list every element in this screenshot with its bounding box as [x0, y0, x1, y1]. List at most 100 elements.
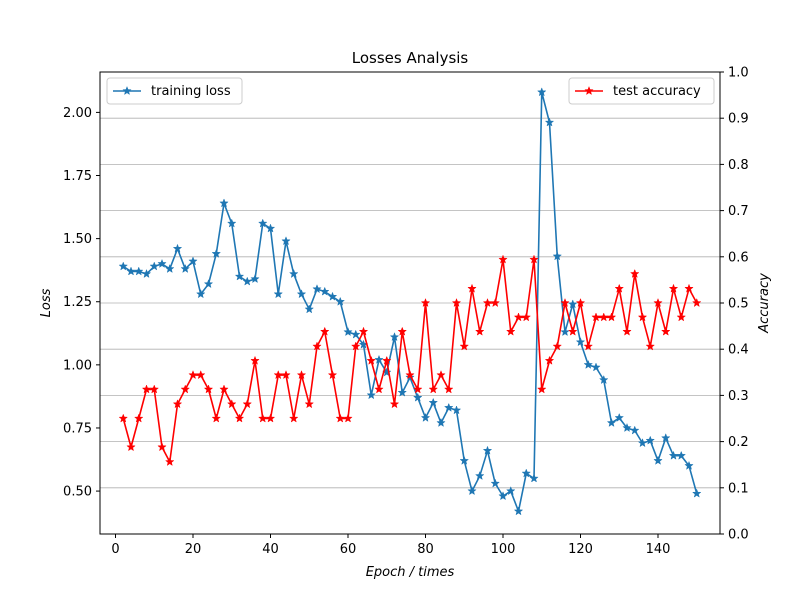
data-point-test-accuracy	[583, 341, 594, 351]
data-point-test-accuracy	[629, 268, 640, 278]
y-left-tick-label: 1.75	[63, 169, 92, 184]
data-point-test-accuracy	[614, 283, 625, 293]
data-point-training-loss	[412, 392, 423, 402]
chart-title: Losses Analysis	[352, 49, 469, 67]
data-point-training-loss	[304, 304, 315, 314]
data-point-test-accuracy	[622, 326, 632, 336]
data-point-test-accuracy	[575, 297, 586, 308]
grid-layer	[100, 71, 720, 535]
data-point-test-accuracy	[420, 297, 431, 308]
data-point-test-accuracy	[684, 283, 694, 293]
data-point-test-accuracy	[180, 384, 191, 394]
data-point-training-loss	[242, 276, 253, 286]
data-point-test-accuracy	[149, 384, 160, 394]
legend-label-training-loss: training loss	[151, 84, 231, 99]
data-point-training-loss	[288, 268, 299, 279]
data-point-training-loss	[436, 417, 446, 427]
x-tick-label: 140	[646, 542, 671, 557]
data-point-test-accuracy	[172, 399, 183, 409]
y-right-tick-label: 0.5	[728, 297, 749, 312]
y-right-tick-label: 0.0	[728, 528, 749, 543]
data-point-training-loss	[180, 263, 191, 273]
data-point-test-accuracy	[211, 413, 222, 423]
data-point-test-accuracy	[405, 370, 415, 380]
y-right-tick-label: 0.9	[728, 112, 749, 127]
data-point-training-loss	[164, 263, 175, 273]
data-point-test-accuracy	[296, 370, 307, 380]
data-point-test-accuracy	[304, 399, 315, 409]
data-point-training-loss	[622, 422, 632, 433]
y-right-tick-label: 0.8	[728, 158, 749, 173]
data-point-training-loss	[653, 455, 663, 465]
data-point-training-loss	[343, 327, 353, 337]
legend-test-accuracy: test accuracy	[568, 77, 715, 105]
data-point-training-loss	[575, 337, 586, 347]
legend-marker-training-loss	[122, 85, 132, 96]
data-point-test-accuracy	[366, 355, 377, 365]
data-point-training-loss	[428, 397, 439, 407]
data-point-training-loss	[273, 289, 284, 299]
data-point-test-accuracy	[381, 355, 392, 365]
y-right-tick-label: 0.2	[728, 435, 749, 450]
data-point-training-loss	[598, 374, 609, 385]
legend-marker-test-accuracy	[584, 85, 594, 96]
data-point-test-accuracy	[567, 326, 578, 336]
data-point-training-loss	[389, 332, 400, 342]
data-point-training-loss	[614, 412, 625, 422]
data-point-training-loss	[591, 362, 601, 372]
data-point-test-accuracy	[544, 355, 555, 365]
y-right-tick-label: 0.3	[728, 389, 749, 404]
data-point-test-accuracy	[312, 341, 322, 351]
data-point-training-loss	[226, 218, 237, 228]
data-point-training-loss	[451, 405, 462, 415]
data-point-test-accuracy	[691, 297, 702, 308]
data-point-test-accuracy	[552, 341, 563, 351]
data-point-test-accuracy	[319, 326, 330, 336]
series-line-training-loss	[122, 91, 698, 513]
data-point-training-loss	[250, 274, 260, 284]
x-axis-title: Epoch / times	[366, 565, 455, 580]
data-point-training-loss	[234, 271, 245, 281]
data-point-test-accuracy	[350, 341, 361, 351]
data-point-test-accuracy	[598, 312, 609, 322]
data-point-training-loss	[660, 433, 671, 443]
x-tick-label: 60	[340, 542, 357, 557]
y-right-tick-label: 0.7	[728, 204, 749, 219]
x-tick-label: 0	[111, 542, 119, 557]
data-point-test-accuracy	[157, 442, 167, 452]
data-point-training-loss	[443, 402, 454, 412]
y-left-tick-label: 1.50	[63, 232, 92, 247]
data-point-training-loss	[172, 243, 183, 253]
x-tick-label: 80	[417, 542, 434, 557]
data-point-test-accuracy	[637, 312, 648, 322]
data-point-training-loss	[374, 354, 384, 364]
data-point-test-accuracy	[645, 341, 656, 351]
data-point-test-accuracy	[560, 297, 570, 308]
data-point-training-loss	[195, 289, 206, 299]
data-point-test-accuracy	[591, 312, 601, 322]
data-point-test-accuracy	[257, 413, 268, 423]
data-point-training-loss	[567, 299, 578, 309]
data-point-test-accuracy	[141, 384, 152, 394]
data-point-test-accuracy	[490, 297, 501, 308]
data-point-test-accuracy	[219, 384, 229, 394]
data-point-test-accuracy	[606, 312, 617, 322]
data-point-training-loss	[583, 359, 594, 369]
x-tick-label: 100	[491, 542, 516, 557]
legend-star-training-loss	[122, 85, 132, 96]
data-point-test-accuracy	[226, 399, 237, 409]
x-tick-label: 40	[262, 542, 279, 557]
data-point-training-loss	[335, 296, 346, 306]
y-axis-left-title: Loss	[39, 288, 54, 317]
data-point-test-accuracy	[343, 413, 353, 423]
data-point-test-accuracy	[126, 442, 136, 452]
data-point-test-accuracy	[482, 297, 493, 308]
data-point-test-accuracy	[513, 312, 524, 322]
data-point-test-accuracy	[195, 370, 206, 380]
data-point-training-loss	[366, 390, 377, 400]
data-point-training-loss	[149, 261, 160, 271]
data-point-test-accuracy	[412, 384, 423, 394]
data-point-training-loss	[118, 261, 129, 271]
data-point-training-loss	[397, 387, 408, 397]
